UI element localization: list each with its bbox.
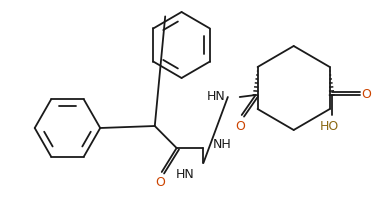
Text: O: O bbox=[362, 88, 371, 101]
Text: HO: HO bbox=[320, 120, 339, 134]
Text: NH: NH bbox=[212, 138, 231, 150]
Text: HN: HN bbox=[207, 90, 226, 104]
Text: HN: HN bbox=[176, 168, 195, 180]
Text: O: O bbox=[155, 177, 165, 189]
Text: O: O bbox=[235, 120, 245, 132]
